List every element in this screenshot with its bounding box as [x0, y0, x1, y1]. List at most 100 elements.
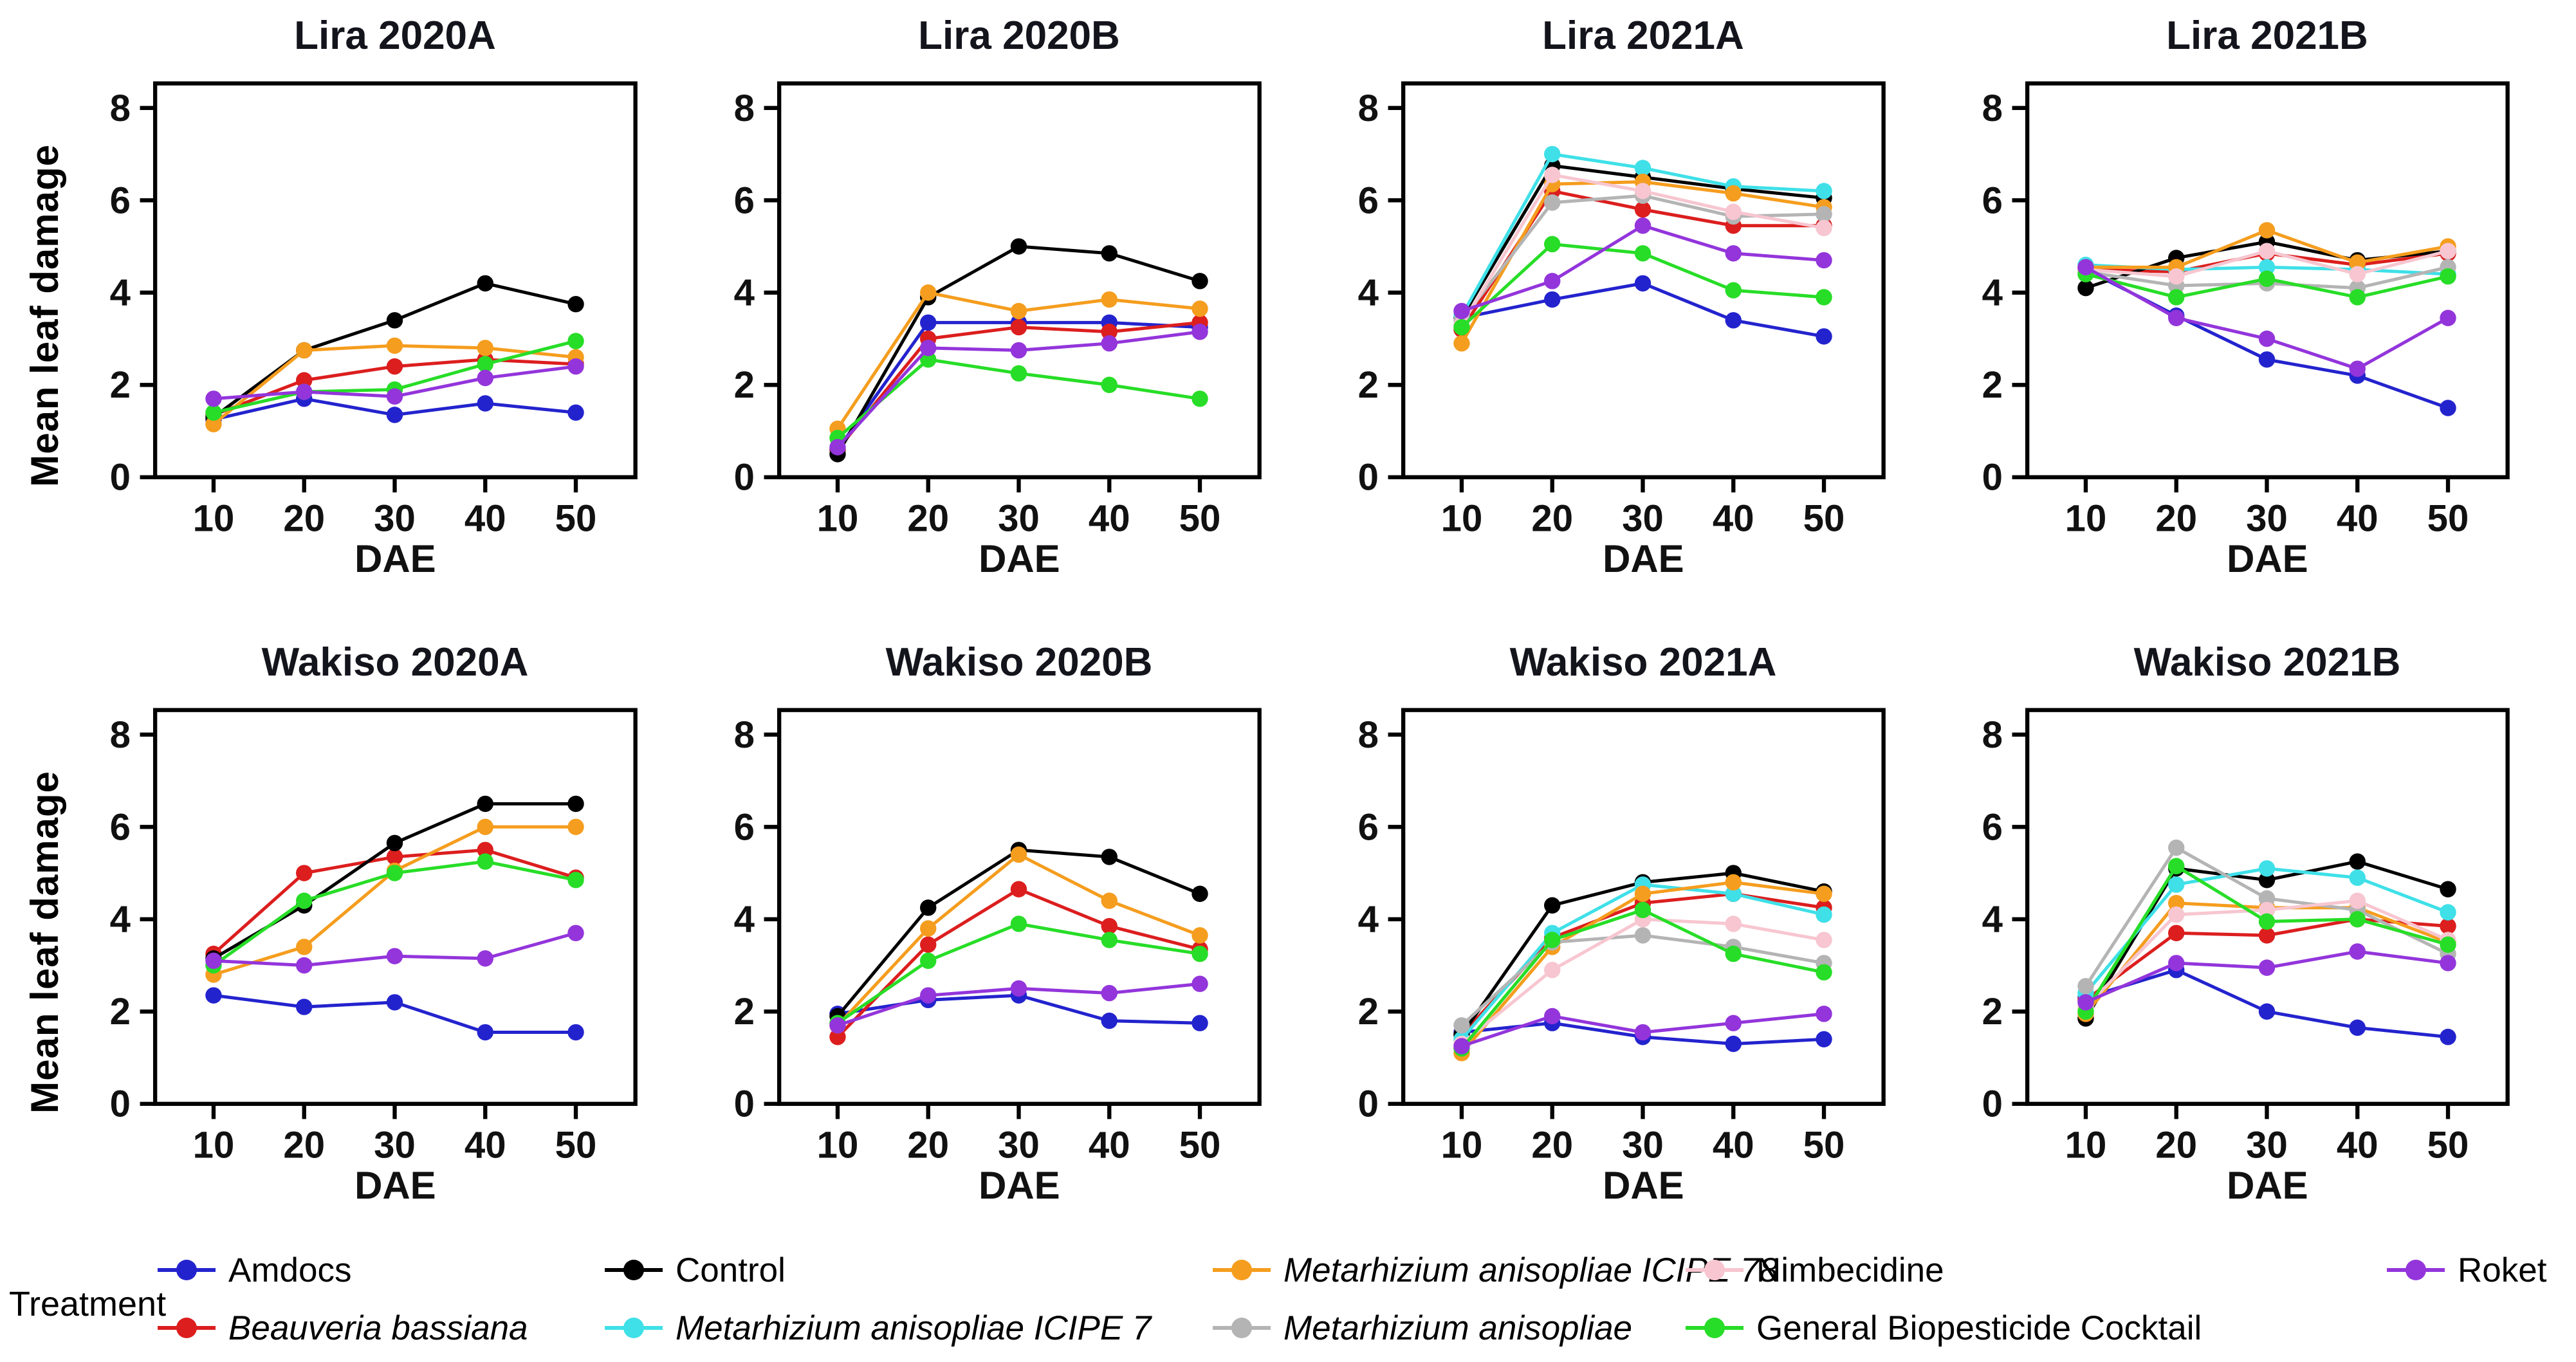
legend-label: Metarhizium anisopliae ICIPE 7 [676, 1309, 1152, 1347]
svg-text:DAE: DAE [979, 1164, 1060, 1207]
svg-text:40: 40 [1089, 1124, 1130, 1166]
svg-text:8: 8 [1358, 714, 1379, 756]
svg-text:2: 2 [734, 991, 755, 1033]
svg-text:6: 6 [110, 179, 131, 221]
svg-text:DAE: DAE [1603, 1164, 1684, 1207]
svg-text:10: 10 [1441, 497, 1483, 539]
svg-text:30: 30 [2246, 1124, 2288, 1166]
panel-wakiso-2021b: Wakiso 2021B 0 2 4 6 8 10 20 30 40 50 DAE [1946, 636, 2518, 1210]
panel-lira-2021b: Lira 2021B 0 2 4 6 8 10 20 30 40 50 DAE [1946, 9, 2518, 583]
svg-text:0: 0 [1982, 1083, 2003, 1125]
panel-title: Wakiso 2020A [261, 640, 529, 685]
svg-text:50: 50 [1803, 1124, 1845, 1166]
svg-text:40: 40 [1713, 1124, 1754, 1166]
legend-label: Roket [2458, 1251, 2547, 1289]
line-chart: 0 2 4 6 8 10 20 30 40 50 DAE [1982, 708, 2510, 1207]
line-chart: 0 2 4 6 8 10 20 30 40 50 DAE [110, 708, 638, 1207]
svg-text:0: 0 [734, 1083, 755, 1125]
legend-key-icon [1213, 1260, 1271, 1280]
svg-text:6: 6 [1982, 806, 2003, 848]
svg-text:0: 0 [110, 457, 131, 499]
svg-text:4: 4 [1982, 899, 2003, 941]
svg-text:50: 50 [1179, 497, 1221, 539]
svg-text:8: 8 [734, 714, 755, 756]
svg-text:20: 20 [907, 497, 949, 539]
svg-text:10: 10 [817, 497, 859, 539]
svg-text:8: 8 [734, 87, 755, 129]
legend-entry: Metarhizium anisopliae [1213, 1305, 1778, 1351]
svg-text:6: 6 [734, 806, 755, 848]
svg-text:2: 2 [1358, 364, 1379, 406]
svg-text:DAE: DAE [2227, 537, 2308, 580]
legend-entry: Beauveria bassiana [158, 1305, 528, 1351]
svg-text:50: 50 [2427, 497, 2469, 539]
svg-text:4: 4 [110, 899, 131, 941]
svg-text:40: 40 [465, 497, 506, 539]
svg-text:DAE: DAE [1603, 537, 1684, 580]
svg-text:0: 0 [1982, 457, 2003, 499]
svg-text:50: 50 [1179, 1124, 1221, 1166]
svg-text:0: 0 [734, 457, 755, 499]
svg-text:2: 2 [110, 991, 131, 1033]
svg-text:DAE: DAE [2227, 1164, 2308, 1207]
svg-text:6: 6 [1358, 179, 1379, 221]
svg-text:2: 2 [1982, 991, 2003, 1033]
svg-text:10: 10 [193, 497, 235, 539]
svg-text:6: 6 [734, 179, 755, 221]
legend-entry: Metarhizium anisopliae ICIPE 7 [605, 1305, 1151, 1351]
svg-text:40: 40 [1713, 497, 1754, 539]
panel-row-lira: Mean leaf damage Lira 2020A 0 2 4 6 8 10 20 30 4… [0, 9, 2576, 583]
svg-text:2: 2 [734, 364, 755, 406]
svg-text:50: 50 [555, 497, 597, 539]
legend-label: Control [676, 1251, 786, 1289]
svg-text:2: 2 [110, 364, 131, 406]
svg-text:30: 30 [2246, 497, 2288, 539]
legend-entry: General Biopesticide Cocktail [1686, 1305, 2202, 1351]
svg-text:DAE: DAE [979, 537, 1060, 580]
legend-label: Amdocs [228, 1251, 352, 1289]
svg-text:20: 20 [1531, 1124, 1573, 1166]
y-axis-gutter: Mean leaf damage [15, 9, 73, 583]
legend-column-1: Amdocs Beauveria bassiana [158, 1247, 528, 1362]
panel-title: Lira 2021B [2166, 14, 2368, 58]
panel-title: Lira 2021A [1542, 14, 1744, 58]
y-axis-title: Mean leaf damage [23, 770, 66, 1114]
svg-text:30: 30 [374, 1124, 416, 1166]
line-chart: 0 2 4 6 8 10 20 30 40 50 DAE [1982, 81, 2510, 580]
line-chart: 0 2 4 6 8 10 20 30 40 50 DAE [1358, 708, 1886, 1207]
svg-text:30: 30 [374, 497, 416, 539]
svg-text:30: 30 [1622, 497, 1664, 539]
panel-title: Lira 2020A [294, 14, 496, 58]
svg-text:4: 4 [734, 899, 755, 941]
legend-entry: Amdocs [158, 1247, 528, 1293]
svg-text:50: 50 [1803, 497, 1845, 539]
svg-text:4: 4 [110, 272, 131, 314]
panel-wakiso-2020a: Wakiso 2020A 0 2 4 6 8 10 20 30 40 50 DAE [73, 636, 646, 1210]
svg-text:40: 40 [465, 1124, 506, 1166]
svg-text:20: 20 [283, 497, 325, 539]
legend-key-icon [605, 1318, 663, 1338]
svg-text:0: 0 [110, 1083, 131, 1125]
svg-text:2: 2 [1358, 991, 1379, 1033]
svg-text:20: 20 [283, 1124, 325, 1166]
svg-text:30: 30 [998, 1124, 1040, 1166]
svg-text:30: 30 [1622, 1124, 1664, 1166]
legend-column-5: Roket [2387, 1247, 2546, 1305]
panel-row-wakiso: Mean leaf damage Wakiso 2020A 0 2 4 6 8 10 20 3… [0, 636, 2576, 1210]
legend-column-4: Nimbecidine General Biopesticide Cocktai… [1686, 1247, 2202, 1362]
panel-title: Lira 2020B [918, 14, 1120, 58]
legend-entry: Roket [2387, 1247, 2546, 1293]
svg-text:4: 4 [1982, 272, 2003, 314]
y-axis-gutter: Mean leaf damage [15, 636, 73, 1210]
legend-label: Beauveria bassiana [228, 1309, 528, 1347]
legend-entry: Control [605, 1247, 1151, 1293]
svg-text:4: 4 [1358, 899, 1379, 941]
panel-title: Wakiso 2020B [885, 640, 1153, 685]
legend-key-icon [158, 1260, 216, 1280]
legend-key-icon [158, 1318, 216, 1338]
legend: Treatment Amdocs Beauveria bassiana Cont… [0, 1247, 2576, 1359]
svg-text:30: 30 [998, 497, 1040, 539]
svg-text:8: 8 [110, 714, 131, 756]
svg-text:20: 20 [2155, 1124, 2197, 1166]
svg-text:50: 50 [555, 1124, 597, 1166]
